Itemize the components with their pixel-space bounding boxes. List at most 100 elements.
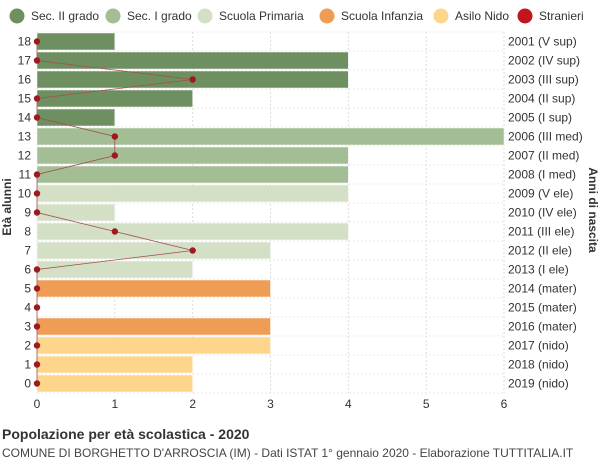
age-tick-label: 12 <box>18 149 32 163</box>
x-tick-label: 5 <box>423 397 430 411</box>
stranieri-point-age-11 <box>33 171 41 178</box>
year-tick-labels: 2001 (V sup) 2002 (IV sup) 2003 (III sup) 2… <box>508 35 583 391</box>
stranieri-point-age-1 <box>33 361 41 368</box>
bar-age-11 <box>36 165 349 184</box>
age-tick-label: 18 <box>18 35 32 49</box>
bar-age-18 <box>36 32 116 51</box>
stranieri-point-age-6 <box>33 266 41 273</box>
stranieri-point-age-18 <box>33 38 41 45</box>
year-tick-label: 2003 (III sup) <box>508 73 579 87</box>
stranieri-point-age-3 <box>33 323 41 330</box>
bar-age-9 <box>36 203 116 222</box>
stranieri-point-age-12 <box>111 152 119 159</box>
age-tick-label: 7 <box>24 244 31 258</box>
x-tick-labels: 0 1 2 3 4 5 6 <box>34 397 508 411</box>
stranieri-point-age-9 <box>33 209 41 216</box>
age-tick-label: 1 <box>24 358 31 372</box>
x-tick-label: 1 <box>111 397 118 411</box>
stranieri-point-age-14 <box>33 114 41 121</box>
age-tick-label: 14 <box>18 111 32 125</box>
age-tick-label: 0 <box>24 377 31 391</box>
caption-subtitle: COMUNE DI BORGHETTO D'ARROSCIA (IM) - Da… <box>2 446 574 460</box>
bar-age-7 <box>36 241 271 260</box>
year-tick-label: 2018 (nido) <box>508 358 569 372</box>
grid <box>36 31 505 394</box>
year-tick-label: 2019 (nido) <box>508 377 569 391</box>
year-tick-label: 2005 (I sup) <box>508 111 572 125</box>
age-tick-label: 6 <box>24 263 31 277</box>
legend-swatch <box>319 8 335 24</box>
age-tick-label: 3 <box>24 320 31 334</box>
bar-age-1 <box>36 355 193 374</box>
stranieri-point-age-16 <box>189 76 196 83</box>
caption-title: Popolazione per età scolastica - 2020 <box>2 426 250 442</box>
stranieri-point-age-8 <box>111 228 119 235</box>
stranieri-point-age-17 <box>33 57 41 64</box>
year-tick-label: 2014 (mater) <box>508 282 577 296</box>
year-tick-label: 2007 (II med) <box>508 149 579 163</box>
year-tick-label: 2012 (II ele) <box>508 244 572 258</box>
y-axis-title-right: Anni di nascita <box>586 167 600 253</box>
bar-age-14 <box>36 108 116 127</box>
legend-item-1: Sec. I grado <box>105 8 192 24</box>
age-tick-label: 13 <box>18 130 32 144</box>
age-tick-label: 11 <box>19 168 32 182</box>
stranieri-point-age-4 <box>33 304 41 311</box>
year-tick-label: 2008 (I med) <box>508 168 576 182</box>
age-tick-label: 17 <box>18 54 32 68</box>
stranieri-series <box>33 38 196 387</box>
year-tick-label: 2010 (IV ele) <box>508 206 577 220</box>
legend-label: Scuola Infanzia <box>341 9 423 23</box>
bar-age-10 <box>36 184 349 203</box>
bar-age-8 <box>36 222 349 241</box>
year-tick-label: 2001 (V sup) <box>508 35 577 49</box>
x-tick-label: 2 <box>189 397 196 411</box>
legend-swatch <box>517 8 533 24</box>
year-tick-label: 2002 (IV sup) <box>508 54 580 68</box>
bar-age-2 <box>36 336 271 355</box>
legend-item-4: Asilo Nido <box>433 8 509 24</box>
legend-item-0: Sec. II grado <box>9 8 99 24</box>
legend-label: Stranieri <box>539 9 584 23</box>
age-tick-label: 9 <box>24 206 31 220</box>
stranieri-point-age-13 <box>111 133 119 140</box>
bar-age-12 <box>36 146 349 165</box>
bar-age-0 <box>36 374 193 393</box>
legend-swatch <box>197 8 213 24</box>
y-axis-title-left: Età alunni <box>0 178 14 235</box>
legend-item-5: Stranieri <box>517 8 584 24</box>
age-tick-label: 2 <box>24 339 31 353</box>
stranieri-point-age-15 <box>33 95 41 102</box>
stranieri-point-age-2 <box>33 342 41 349</box>
stranieri-point-age-7 <box>189 247 196 254</box>
legend-label: Sec. II grado <box>31 9 99 23</box>
age-tick-label: 4 <box>24 301 31 315</box>
stranieri-point-age-5 <box>33 285 41 292</box>
year-tick-label: 2009 (V ele) <box>508 187 573 201</box>
bar-age-15 <box>36 89 193 108</box>
legend-label: Sec. I grado <box>127 9 192 23</box>
stranieri-point-age-10 <box>33 190 41 197</box>
bars <box>36 32 505 393</box>
x-tick-label: 3 <box>267 397 274 411</box>
year-tick-label: 2016 (mater) <box>508 320 577 334</box>
legend-swatch <box>105 8 121 24</box>
year-tick-label: 2015 (mater) <box>508 301 577 315</box>
x-tick-label: 6 <box>501 397 508 411</box>
legend-item-2: Scuola Primaria <box>197 8 304 24</box>
legend-label: Asilo Nido <box>455 9 509 23</box>
age-tick-label: 5 <box>24 282 31 296</box>
year-tick-label: 2004 (II sup) <box>508 92 575 106</box>
legend-item-3: Scuola Infanzia <box>319 8 423 24</box>
x-tick-label: 0 <box>34 397 41 411</box>
age-tick-label: 16 <box>18 73 32 87</box>
bar-age-3 <box>36 317 271 336</box>
bar-age-13 <box>36 127 505 146</box>
age-tick-label: 15 <box>18 92 32 106</box>
bar-age-6 <box>36 260 193 279</box>
age-tick-label: 8 <box>24 225 31 239</box>
year-tick-label: 2006 (III med) <box>508 130 583 144</box>
x-tick-label: 4 <box>345 397 352 411</box>
